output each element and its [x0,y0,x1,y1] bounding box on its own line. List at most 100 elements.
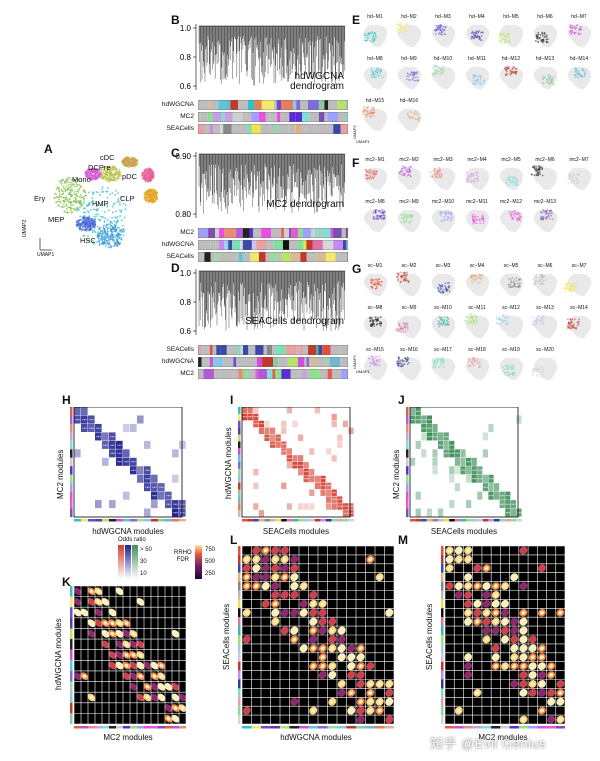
module-umap-title: hd−M15 [365,98,385,104]
celltype-label-mono: Mono [72,175,91,184]
svg-text:***: *** [124,460,129,465]
panel-label-g: G [352,262,362,276]
dendro-ytick: 1.0 [180,269,192,278]
module-umap-title: sc−M10 [434,305,452,311]
dendrogram-3: 1.0 0.8 0.6 [180,269,345,336]
module-umap-title: sc−M20 [536,347,554,353]
celltype-label-clp: CLP [120,194,135,203]
svg-text:***: *** [131,468,136,473]
odds-bar-red [118,545,124,579]
module-umap-title: hd−M9 [401,56,417,62]
umap-celltype-plot [39,156,159,251]
svg-text:***: *** [145,477,150,482]
module-umap-sc-m6 [532,273,558,297]
rrho-heatmap-2 [238,546,394,729]
module-umap-sc-m20 [531,357,558,381]
module-umap-title: mc2−M2 [399,157,419,163]
module-umap-hd-m7 [567,24,592,48]
module-umap-title: sc−M12 [502,305,520,311]
module-color-bar [198,100,348,110]
module-umap-title: sc−M16 [400,347,418,353]
module-umap-title: sc−M3 [435,263,451,269]
module-color-bar [198,345,348,355]
module-umap-title: sc−M1 [367,263,383,269]
module-umap-title: sc−M18 [468,347,486,353]
module-umap-title: sc−M17 [434,347,452,353]
panel-label-b: B [171,13,180,27]
module-umap-hd-m1 [363,24,388,48]
module-umap-mc2-m5 [499,167,524,191]
celltype-label-pdc: pDC [122,172,138,181]
svg-text:***: *** [82,426,87,431]
module-umap-hd-m15 [362,106,388,132]
odds-bar-green [132,545,138,579]
module-color-bar [198,240,348,250]
svg-text:***: *** [75,417,80,422]
module-umap-title: hd−M6 [537,14,553,20]
module-umap-sc-m17 [431,356,456,381]
panel-label-i: I [230,393,234,407]
module-umap-sc-m7 [564,273,592,297]
module-umap-hd-m6 [533,24,558,48]
umap-a-xlabel: UMAP1 [37,252,55,258]
celltype-label-cdc: cDC [100,153,115,162]
svg-text:***: *** [82,417,87,422]
module-umap-title: sc−M6 [537,263,553,269]
module-umap-title: sc−M4 [469,263,485,269]
module-umap-sc-m5 [499,273,524,297]
module-umap-mc2-m7 [567,167,592,191]
rrho-tick-250: 250 [205,571,216,577]
bar-label: SEACells [166,253,194,260]
bar-label: MC2 [180,370,194,377]
rrho-heatmap-xlabel: MC2 modules [103,733,153,742]
celltype-label-ery: Ery [34,194,46,203]
module-umap-title: mc2−M13 [533,199,557,205]
module-color-bar [198,252,348,262]
rrho-heatmap-xlabel: hdWGCNA modules [280,733,352,742]
dendro-ytick: 0.90 [175,152,191,161]
rrho-heatmap-3 [441,546,565,729]
module-umap-title: hd−M3 [435,14,451,20]
rrho-title: RRHO [174,550,192,556]
module-umap-title: hd−M5 [503,14,519,20]
bar-label: hdWGCNA [161,241,194,248]
module-umap-title: hd−M10 [433,56,453,62]
overlap-heatmap-2: *** *** ****** ****** ****** ************ ****… [238,407,354,522]
panel-label-f: F [352,156,360,170]
panel-label-c: C [171,146,180,160]
module-umap-mc2-m6 [530,165,558,191]
bar-label: SEACells [166,125,194,132]
odds-tick-10: 10 [140,571,147,577]
module-umap-ylabel: UMAP2 [352,355,357,369]
module-umap-title: sc−M15 [366,347,384,353]
panel-label-a: A [44,142,53,156]
module-umap-title: hd−M16 [399,98,419,104]
module-color-bar [198,369,348,379]
odds-bar-blue [125,545,131,579]
module-umap-title: sc−M5 [503,263,519,269]
module-umap-hd-m5 [498,24,524,48]
module-umap-title: hd−M1 [367,14,383,20]
svg-text:***: *** [145,485,150,490]
overlap-heatmap-ylabel: MC2 modules [392,449,401,499]
svg-text:***: *** [110,443,115,448]
bar-label: hdWGCNA [161,101,194,108]
panel-label-e: E [352,13,361,27]
module-color-bar [198,357,348,367]
overlap-heatmap-xlabel: hdWGCNA modules [92,527,164,536]
overlap-heatmap-ylabel: MC2 modules [56,449,65,499]
dendrogram-1: 1.0 0.8 0.6 [180,24,345,91]
rrho-subtitle: FDR [176,557,189,563]
module-umap-sc-m1 [363,273,388,297]
celltype-label-hmp: HMP [92,199,109,208]
module-umap-title: sc−M11 [468,305,486,311]
module-umap-title: sc−M13 [536,305,554,311]
module-umap-title: hd−M4 [469,14,485,20]
module-umap-hd-m11 [465,66,490,90]
svg-text:***: *** [89,426,94,431]
dendro-ytick: 0.6 [180,327,192,336]
odds-tick-50: > 50 [140,547,152,553]
module-umap-sc-m4 [465,273,490,297]
svg-text:***: *** [110,434,115,439]
module-umap-mc2-m1 [363,167,388,191]
